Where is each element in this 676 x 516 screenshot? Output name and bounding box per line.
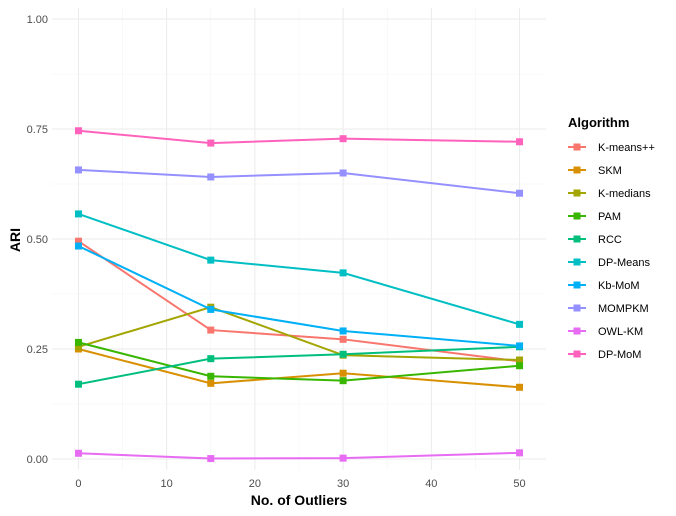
data-point xyxy=(74,449,82,457)
series-line xyxy=(78,306,520,361)
data-point xyxy=(207,256,215,264)
legend-item: RCC xyxy=(568,234,622,246)
data-point xyxy=(207,455,215,463)
series-line xyxy=(78,168,520,195)
data-point xyxy=(339,327,347,335)
data-point xyxy=(74,166,82,174)
legend-key-point xyxy=(573,143,581,151)
data-point xyxy=(207,326,215,334)
data-point xyxy=(516,449,524,457)
y-axis-ticks: 0.00 0.25 0.50 0.75 1.00 xyxy=(27,14,48,466)
legend-label: DP-Means xyxy=(598,257,650,269)
data-point xyxy=(74,210,82,218)
x-tick-label: 20 xyxy=(249,478,261,490)
x-tick-label: 40 xyxy=(425,478,437,490)
data-point xyxy=(516,320,524,328)
data-point xyxy=(516,356,524,364)
x-tick-label: 50 xyxy=(513,478,525,490)
data-point xyxy=(207,372,215,380)
y-tick-label: 0.25 xyxy=(27,344,48,356)
series-line xyxy=(78,341,520,382)
legend-item: DP-MoM xyxy=(568,349,641,361)
data-point xyxy=(339,269,347,277)
data-point xyxy=(516,383,524,391)
data-point xyxy=(516,342,524,350)
legend-label: SKM xyxy=(598,165,622,177)
legend-key-point xyxy=(573,166,581,174)
x-axis-title: No. of Outliers xyxy=(251,492,348,508)
series-dp-means xyxy=(74,210,524,328)
legend-label: K-means++ xyxy=(598,142,655,154)
data-point xyxy=(207,173,215,181)
legend-key-point xyxy=(573,235,581,243)
data-point xyxy=(207,355,215,363)
legend-key-point xyxy=(573,350,581,358)
legend: Algorithm K-means++ SKM K-medians PAM RCC DP-… xyxy=(568,115,655,361)
series-line xyxy=(78,451,520,460)
series-kb-mom xyxy=(74,242,524,350)
legend-key-point xyxy=(573,304,581,312)
data-point xyxy=(74,343,82,351)
series-line xyxy=(78,245,520,347)
data-point xyxy=(74,338,82,346)
y-axis-title: ARI xyxy=(7,228,23,252)
legend-label: OWL-KM xyxy=(598,326,643,338)
series-line xyxy=(78,345,520,386)
x-tick-label: 10 xyxy=(161,478,173,490)
data-point xyxy=(339,135,347,143)
legend-title: Algorithm xyxy=(568,115,629,130)
legend-label: PAM xyxy=(598,211,621,223)
legend-item: OWL-KM xyxy=(568,326,643,338)
y-tick-label: 0.50 xyxy=(27,234,48,246)
series-dp-mom xyxy=(74,127,524,147)
legend-key-point xyxy=(573,327,581,335)
data-point xyxy=(74,127,82,135)
data-point xyxy=(516,189,524,197)
legend-label: RCC xyxy=(598,234,622,246)
data-point xyxy=(207,139,215,147)
legend-item: K-means++ xyxy=(568,142,655,154)
series-mompkm xyxy=(74,166,524,197)
series-owl-km xyxy=(74,449,524,463)
data-point xyxy=(207,379,215,387)
legend-label: MOMPKM xyxy=(598,303,649,315)
legend-key-point xyxy=(573,212,581,220)
legend-item: K-medians xyxy=(568,188,651,200)
y-tick-label: 0.00 xyxy=(27,454,48,466)
y-tick-label: 1.00 xyxy=(27,14,48,26)
data-point xyxy=(516,138,524,146)
data-point xyxy=(339,350,347,358)
legend-item: MOMPKM xyxy=(568,303,649,315)
legend-label: Kb-MoM xyxy=(598,280,640,292)
legend-key-point xyxy=(573,258,581,266)
data-point xyxy=(339,454,347,462)
legend-key-point xyxy=(573,189,581,197)
data-point xyxy=(339,335,347,343)
series-lines xyxy=(74,127,524,463)
legend-label: K-medians xyxy=(598,188,651,200)
series-line xyxy=(78,129,520,145)
data-point xyxy=(74,242,82,250)
data-point xyxy=(74,380,82,388)
series-line xyxy=(78,212,520,326)
legend-item: SKM xyxy=(568,165,622,177)
data-point xyxy=(516,362,524,370)
legend-item: PAM xyxy=(568,211,621,223)
data-point xyxy=(339,369,347,377)
x-tick-label: 30 xyxy=(337,478,349,490)
data-point xyxy=(339,169,347,177)
legend-label: DP-MoM xyxy=(598,349,641,361)
data-point xyxy=(207,305,215,313)
data-point xyxy=(74,237,82,245)
legend-key-point xyxy=(573,281,581,289)
x-tick-label: 0 xyxy=(75,478,81,490)
y-tick-label: 0.75 xyxy=(27,124,48,136)
legend-item: DP-Means xyxy=(568,257,650,269)
series-pam xyxy=(74,338,524,385)
data-point xyxy=(339,377,347,385)
x-axis-ticks: 0 10 20 30 40 50 xyxy=(75,478,525,490)
legend-item: Kb-MoM xyxy=(568,280,640,292)
